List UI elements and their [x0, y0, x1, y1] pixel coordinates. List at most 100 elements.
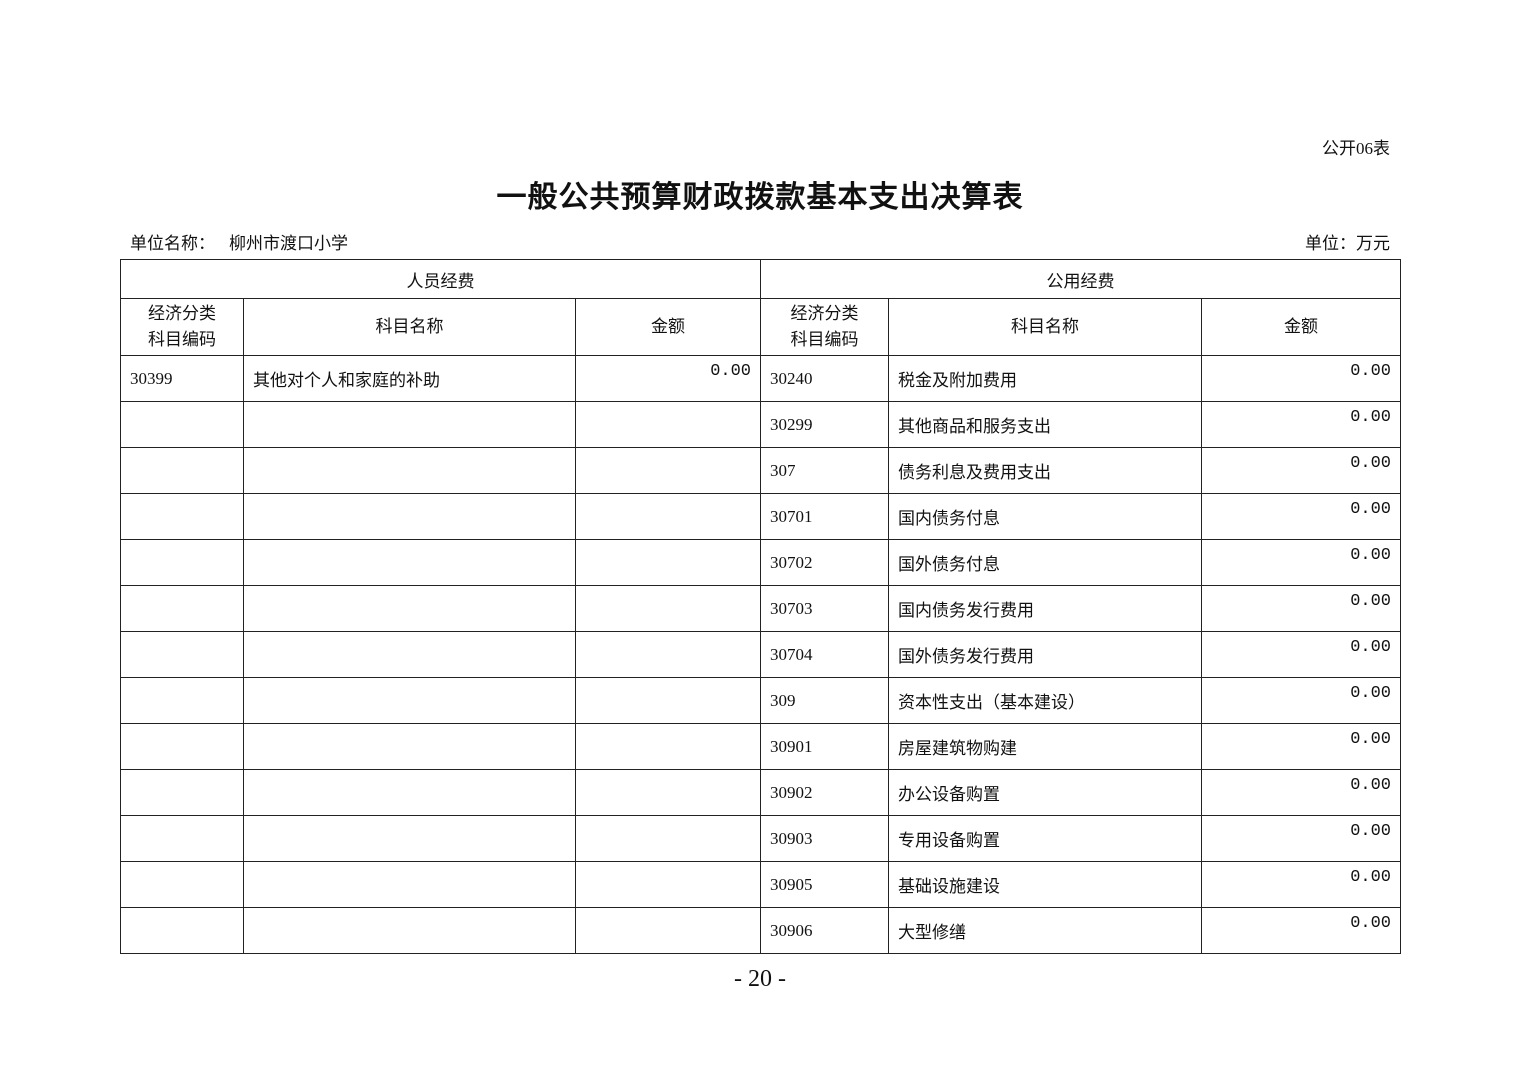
public-code-cell: 30704: [760, 631, 889, 678]
personnel-code-cell: [120, 907, 244, 954]
unit-name-label: 单位名称：: [130, 234, 215, 253]
table-row: 30299 其他商品和服务支出 0.00: [120, 401, 1401, 448]
col-header-name: 科目名称: [888, 298, 1202, 356]
personnel-name-cell: [243, 907, 576, 954]
personnel-amount-cell: [575, 585, 761, 632]
public-amount-cell: 0.00: [1201, 907, 1401, 954]
personnel-code-cell: 30399: [120, 355, 244, 402]
public-amount-cell: 0.00: [1201, 769, 1401, 816]
public-code-cell: 30702: [760, 539, 889, 586]
personnel-amount-cell: [575, 861, 761, 908]
table-row: 30702 国外债务付息 0.00: [120, 539, 1401, 586]
public-name-cell: 其他商品和服务支出: [888, 401, 1202, 448]
public-name-cell: 税金及附加费用: [888, 355, 1202, 402]
public-name-cell: 国外债务发行费用: [888, 631, 1202, 678]
currency-unit: 单位：万元: [1305, 234, 1390, 253]
public-name-cell: 房屋建筑物购建: [888, 723, 1202, 770]
personnel-name-cell: [243, 585, 576, 632]
page-title: 一般公共预算财政拨款基本支出决算表: [496, 181, 1024, 214]
table-row: 30903 专用设备购置 0.00: [120, 815, 1401, 862]
public-code-cell: 30703: [760, 585, 889, 632]
personnel-name-cell: 其他对个人和家庭的补助: [243, 355, 576, 402]
public-amount-cell: 0.00: [1201, 631, 1401, 678]
public-code-cell: 307: [760, 447, 889, 494]
public-code-cell: 30906: [760, 907, 889, 954]
public-amount-cell: 0.00: [1201, 861, 1401, 908]
personnel-name-cell: [243, 631, 576, 678]
public-name-cell: 债务利息及费用支出: [888, 447, 1202, 494]
public-amount-cell: 0.00: [1201, 539, 1401, 586]
public-code-cell: 30901: [760, 723, 889, 770]
table-row: 309 资本性支出（基本建设） 0.00: [120, 677, 1401, 724]
table-row: 30704 国外债务发行费用 0.00: [120, 631, 1401, 678]
public-name-cell: 基础设施建设: [888, 861, 1202, 908]
public-amount-cell: 0.00: [1201, 815, 1401, 862]
personnel-name-cell: [243, 861, 576, 908]
personnel-code-cell: [120, 815, 244, 862]
personnel-code-cell: [120, 401, 244, 448]
public-amount-cell: 0.00: [1201, 677, 1401, 724]
col-header-amount: 金额: [1201, 298, 1401, 356]
public-amount-cell: 0.00: [1201, 447, 1401, 494]
personnel-amount-cell: [575, 447, 761, 494]
page-number: - 20 -: [734, 966, 786, 992]
personnel-code-cell: [120, 585, 244, 632]
public-code-cell: 309: [760, 677, 889, 724]
public-code-cell: 30240: [760, 355, 889, 402]
group-header-public: 公用经费: [760, 259, 1401, 299]
public-code-cell: 30299: [760, 401, 889, 448]
personnel-amount-cell: 0.00: [575, 355, 761, 402]
unit-name-line: 单位名称： 柳州市渡口小学: [130, 229, 348, 254]
personnel-name-cell: [243, 815, 576, 862]
public-name-cell: 国内债务付息: [888, 493, 1202, 540]
public-name-cell: 国外债务付息: [888, 539, 1202, 586]
col-header-code-line2: 科目编码: [790, 330, 859, 349]
table-body: 30399 其他对个人和家庭的补助 0.00 30240 税金及附加费用 0.00 3029…: [120, 355, 1401, 954]
personnel-amount-cell: [575, 907, 761, 954]
personnel-name-cell: [243, 769, 576, 816]
table-row: 30905 基础设施建设 0.00: [120, 861, 1401, 908]
table-row: 30703 国内债务发行费用 0.00: [120, 585, 1401, 632]
personnel-amount-cell: [575, 769, 761, 816]
public-code-cell: 30701: [760, 493, 889, 540]
expenditure-table: 人员经费 公用经费 经济分类 科目编码 科目名称 金额 经济分类 科目编码 科目名称…: [120, 259, 1401, 954]
personnel-name-cell: [243, 447, 576, 494]
public-name-cell: 专用设备购置: [888, 815, 1202, 862]
public-code-cell: 30903: [760, 815, 889, 862]
personnel-name-cell: [243, 723, 576, 770]
personnel-name-cell: [243, 539, 576, 586]
personnel-code-cell: [120, 447, 244, 494]
personnel-name-cell: [243, 401, 576, 448]
personnel-code-cell: [120, 677, 244, 724]
table-row: 30399 其他对个人和家庭的补助 0.00 30240 税金及附加费用 0.00: [120, 355, 1401, 402]
public-code-cell: 30905: [760, 861, 889, 908]
col-header-code: 经济分类 科目编码: [760, 298, 889, 356]
public-name-cell: 大型修缮: [888, 907, 1202, 954]
table-row: 30701 国内债务付息 0.00: [120, 493, 1401, 540]
personnel-code-cell: [120, 539, 244, 586]
public-amount-cell: 0.00: [1201, 723, 1401, 770]
form-number: 公开06表: [1322, 139, 1390, 158]
col-header-code: 经济分类 科目编码: [120, 298, 244, 356]
public-amount-cell: 0.00: [1201, 355, 1401, 402]
personnel-amount-cell: [575, 493, 761, 540]
unit-name-value: 柳州市渡口小学: [229, 234, 348, 253]
public-name-cell: 资本性支出（基本建设）: [888, 677, 1202, 724]
public-amount-cell: 0.00: [1201, 585, 1401, 632]
personnel-code-cell: [120, 861, 244, 908]
personnel-code-cell: [120, 631, 244, 678]
col-header-amount: 金额: [575, 298, 761, 356]
col-header-name: 科目名称: [243, 298, 576, 356]
personnel-amount-cell: [575, 631, 761, 678]
table-row: 30902 办公设备购置 0.00: [120, 769, 1401, 816]
personnel-amount-cell: [575, 401, 761, 448]
personnel-amount-cell: [575, 815, 761, 862]
public-amount-cell: 0.00: [1201, 493, 1401, 540]
personnel-code-cell: [120, 769, 244, 816]
personnel-name-cell: [243, 677, 576, 724]
public-name-cell: 国内债务发行费用: [888, 585, 1202, 632]
group-header-personnel: 人员经费: [120, 259, 761, 299]
personnel-code-cell: [120, 493, 244, 540]
col-header-code-line1: 经济分类: [790, 304, 859, 323]
personnel-amount-cell: [575, 723, 761, 770]
